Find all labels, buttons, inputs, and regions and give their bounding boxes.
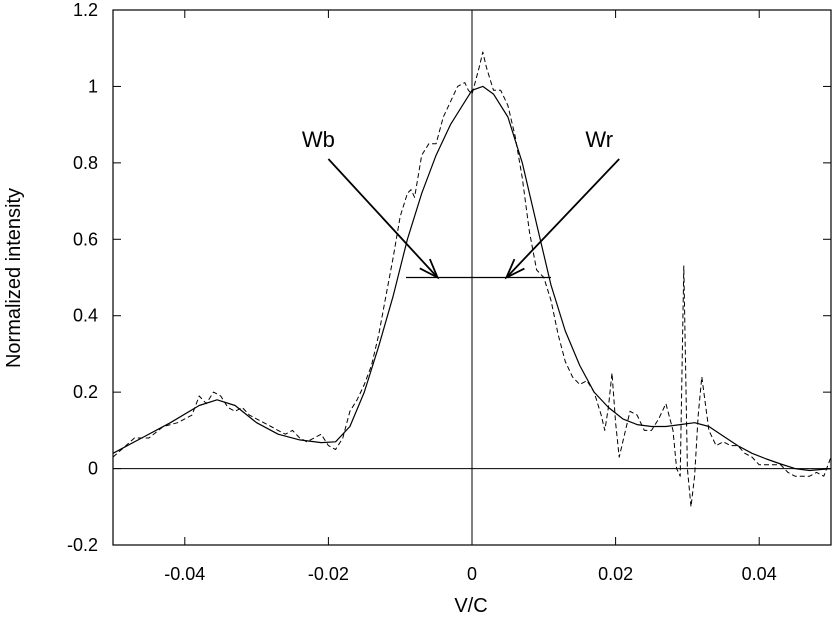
y-tick-label: 0 (88, 459, 98, 479)
series (112, 51, 832, 508)
x-tick-label: 0.02 (598, 564, 633, 584)
y-axis-title: Normalized intensity (3, 188, 25, 368)
y-tick-label: 0.2 (73, 382, 98, 402)
fitted-profile-line (112, 85, 832, 472)
observed-profile-line (112, 51, 832, 508)
annotations: Wb Wr (302, 127, 620, 280)
wr-arrow-head (504, 258, 525, 280)
y-tick-label: 0.6 (73, 229, 98, 249)
reference-lines (113, 10, 831, 545)
y-tick-label: 1 (88, 76, 98, 96)
y-tick-label: -0.2 (67, 535, 98, 555)
wb-arrow-shaft (327, 158, 439, 279)
wb-label: Wb (302, 127, 335, 152)
wb-arrow-head (419, 258, 440, 280)
x-tick-label: -0.04 (164, 564, 205, 584)
y-tick-label: 0.4 (73, 306, 98, 326)
wr-arrow-shaft (505, 158, 620, 279)
y-tick-label: 1.2 (73, 0, 98, 20)
x-tick-label: 0.04 (742, 564, 777, 584)
y-tick-label: 0.8 (73, 153, 98, 173)
x-tick-label: -0.02 (308, 564, 349, 584)
x-tick-label: 0 (467, 564, 477, 584)
wr-label: Wr (585, 127, 613, 152)
tick-labels: -0.04 -0.02 0 0.02 0.04 -0.2 0 0.2 0.4 0.6 0.8 1 1.2 (67, 0, 777, 584)
x-axis-title: V/C (454, 595, 487, 617)
